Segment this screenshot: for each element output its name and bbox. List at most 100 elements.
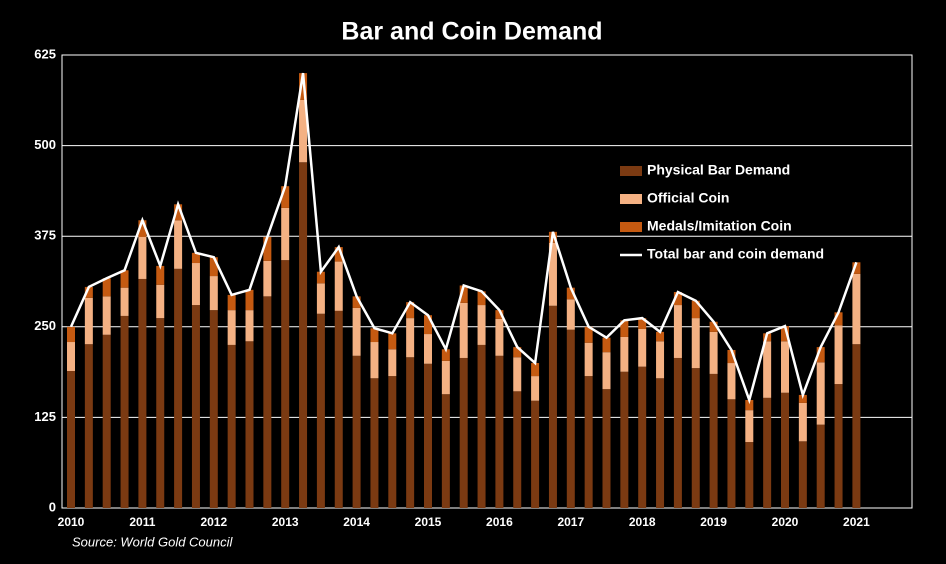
bar-segment	[727, 363, 736, 400]
bar-segment	[352, 355, 361, 508]
bar-segment	[584, 326, 593, 343]
y-tick-label: 375	[34, 228, 56, 243]
bar-segment	[138, 220, 147, 237]
source-note: Source: World Gold Council	[72, 534, 234, 549]
bar-segment	[656, 341, 665, 379]
bar-segment	[798, 441, 807, 508]
bar-segment	[102, 334, 111, 508]
bar-segment	[156, 284, 165, 319]
bar-segment	[709, 331, 718, 374]
bar-segment	[281, 186, 290, 208]
bar-segment	[388, 333, 397, 350]
bar-segment	[174, 220, 183, 269]
y-tick-label: 625	[34, 46, 56, 61]
bar-segment	[406, 318, 415, 358]
bar-segment	[620, 320, 629, 337]
bar-segment	[441, 360, 450, 395]
bar-segment	[531, 376, 540, 401]
bar-segment	[174, 204, 183, 221]
bar-segment	[763, 341, 772, 398]
bar-segment	[459, 285, 468, 303]
bar-segment	[691, 318, 700, 369]
bar-segment	[834, 384, 843, 508]
bar-segment	[798, 402, 807, 442]
bar-segment	[245, 289, 254, 311]
bar-segment	[156, 265, 165, 285]
bar-segment	[673, 292, 682, 306]
x-tick-label: 2020	[772, 515, 799, 529]
x-tick-label: 2017	[557, 515, 584, 529]
bar-segment	[745, 410, 754, 443]
bar-segment	[745, 442, 754, 508]
bar-segment	[352, 296, 361, 308]
legend-label: Medals/Imitation Coin	[647, 218, 792, 234]
chart-title: Bar and Coin Demand	[341, 18, 602, 46]
total-line	[69, 72, 858, 405]
bar-segment	[656, 331, 665, 342]
bar-segment	[424, 363, 432, 508]
bar-segment	[781, 341, 789, 393]
legend-label: Physical Bar Demand	[647, 162, 790, 178]
x-tick-label: 2016	[486, 515, 513, 529]
bar-segment	[548, 305, 557, 508]
bar-segment	[334, 247, 343, 262]
bar-segment	[120, 315, 129, 508]
bar-segment	[120, 270, 129, 288]
bar-segment	[816, 362, 825, 425]
bar-segment	[245, 310, 254, 342]
bar-segment	[477, 291, 486, 306]
bar-segment	[227, 294, 236, 311]
bar-segment	[67, 342, 75, 372]
legend-swatch	[620, 194, 642, 204]
bar-segment	[691, 300, 700, 319]
bar-segment	[138, 278, 147, 508]
bar-segment	[620, 371, 629, 508]
bar-segment	[316, 313, 325, 508]
x-tick-label: 2015	[415, 515, 442, 529]
bar-segment	[781, 326, 789, 342]
bar-segment	[120, 287, 129, 316]
bar-segment	[441, 394, 450, 508]
bar-segment	[727, 399, 736, 508]
bar-segment	[584, 376, 593, 508]
x-tick-label: 2014	[343, 515, 370, 529]
bar-segment	[548, 242, 557, 306]
bar-segment	[388, 376, 397, 508]
x-tick-label: 2021	[843, 515, 870, 529]
bar-segment	[138, 236, 147, 279]
bar-segment	[281, 260, 290, 508]
y-tick-label: 0	[49, 499, 56, 514]
bar-segment	[656, 378, 665, 508]
bar-segment	[263, 296, 272, 508]
bar-segment	[370, 328, 379, 343]
bar-segment	[673, 305, 682, 358]
bar-segment	[531, 400, 540, 508]
bar-segment	[691, 368, 700, 508]
bar-segment	[263, 236, 272, 261]
legend-swatch	[620, 222, 642, 232]
bar-segment	[406, 357, 415, 508]
bar-segment	[281, 207, 290, 261]
bar-segment	[602, 337, 611, 353]
bar-segment	[102, 296, 111, 335]
bar-segment	[102, 278, 111, 297]
bar-segment	[834, 325, 843, 385]
x-tick-label: 2012	[200, 515, 227, 529]
bar-segment	[566, 329, 575, 508]
bar-segment	[156, 318, 165, 508]
bar-segment	[513, 357, 522, 392]
bar-segment	[816, 347, 825, 363]
bar-segment	[638, 318, 647, 329]
bar-segment	[388, 349, 397, 377]
bar-segment	[816, 424, 825, 508]
bar-segment	[566, 299, 575, 330]
bar-segment	[495, 318, 504, 356]
y-tick-label: 500	[34, 137, 56, 152]
bar-segment	[495, 310, 504, 319]
bar-segment	[227, 310, 236, 345]
bar-segment	[709, 321, 718, 332]
bar-segment	[209, 310, 218, 508]
bar-segment	[299, 99, 308, 163]
bar-segment	[406, 302, 415, 319]
bar-segment	[67, 326, 75, 343]
